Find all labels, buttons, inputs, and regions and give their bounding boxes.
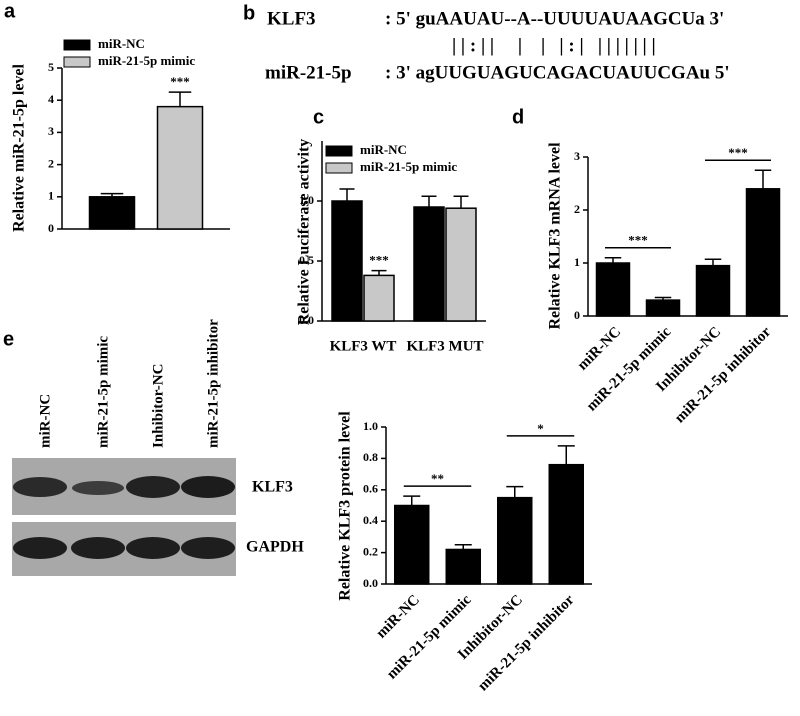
bar	[745, 188, 781, 317]
band	[71, 537, 125, 559]
x-tick-label: miR-21-5p mimic	[584, 324, 675, 415]
significance: ***	[170, 74, 190, 89]
x-tick-label: KLF3 WT	[330, 338, 397, 354]
y-tick-label: 0	[574, 308, 580, 322]
legend-label: miR-NC	[360, 142, 407, 157]
y-axis-label: Relative miR-21-5p level	[11, 63, 28, 232]
error-bar	[453, 195, 469, 209]
error-bar	[604, 256, 622, 263]
significance: ***	[369, 253, 389, 268]
y-tick-label: 3	[574, 149, 580, 163]
error-bar	[168, 91, 192, 107]
seq-name: miR-21-5p	[265, 62, 352, 83]
error-bar	[421, 195, 437, 207]
bar	[445, 548, 481, 585]
blot: miR-NC miR-21-5p mimic Inhibitor-NC miR-…	[12, 319, 304, 576]
y-tick-label: 0.0	[363, 576, 378, 590]
x-tick-label: miR-21-5p inhibitor	[672, 324, 775, 427]
bar	[497, 496, 533, 585]
y-tick-label: 3	[48, 124, 54, 138]
y-tick-label: 0	[48, 221, 54, 235]
x-tick-label: miR-NC	[575, 324, 625, 374]
bar	[645, 299, 681, 317]
significance: *	[537, 421, 544, 436]
seq-name: KLF3	[267, 8, 316, 29]
y-axis-label: Relative KLF3 protein level	[337, 411, 354, 601]
legend-swatch	[325, 145, 353, 157]
sequence: : 3' agUUGUAGUCAGACUAUUCGAu 5'	[385, 62, 730, 83]
lane-label: miR-NC	[37, 394, 53, 448]
band	[13, 477, 67, 497]
error-bar	[371, 269, 387, 276]
error-bar	[654, 296, 672, 301]
y-tick-label: 0.5	[299, 253, 314, 267]
error-bar	[704, 258, 722, 266]
panel-label: c	[313, 106, 324, 128]
y-tick-label: 0.2	[363, 544, 378, 558]
legend-label: miR-21-5p mimic	[360, 159, 457, 174]
x-tick-label: miR-NC	[373, 592, 423, 642]
y-tick-label: 1.0	[363, 419, 378, 433]
error-bar	[506, 485, 524, 498]
y-tick-label: 5	[48, 60, 54, 74]
bar	[445, 207, 477, 322]
significance: **	[431, 471, 444, 486]
band	[181, 537, 235, 559]
pairing: | | : | | | | | : | | | | | | | |	[452, 35, 656, 56]
band-label: KLF3	[252, 479, 293, 496]
bar	[695, 264, 731, 317]
y-tick-label: 2	[574, 202, 580, 216]
band	[126, 537, 180, 559]
y-tick-label: 0.8	[363, 450, 378, 464]
error-bar	[557, 445, 575, 465]
panel-label: a	[4, 0, 16, 22]
legend-swatch	[63, 56, 91, 68]
error-bar	[100, 192, 124, 197]
significance: ***	[728, 145, 748, 160]
x-tick-label: KLF3 MUT	[406, 338, 483, 354]
panel-label: e	[3, 328, 14, 350]
legend-swatch	[325, 162, 353, 174]
band	[126, 476, 180, 498]
band	[181, 476, 235, 498]
band-label: GAPDH	[246, 539, 304, 556]
bar	[394, 504, 430, 585]
band	[72, 481, 124, 495]
legend-label: miR-21-5p mimic	[98, 53, 195, 68]
y-tick-label: 4	[48, 92, 54, 106]
y-tick-label: 0.6	[363, 482, 378, 496]
lane-label: miR-21-5p mimic	[95, 336, 111, 448]
legend-swatch	[63, 39, 91, 51]
x-tick-label: miR-21-5p inhibitor	[475, 592, 578, 695]
bar	[88, 196, 136, 230]
bar	[363, 274, 395, 322]
bar	[156, 105, 204, 230]
band	[13, 537, 67, 559]
y-tick-label: 0.0	[299, 313, 314, 327]
y-tick-label: 1.0	[299, 193, 314, 207]
error-bar	[754, 169, 772, 189]
error-bar	[403, 495, 421, 506]
error-bar	[339, 188, 355, 201]
sequence: : 5' guAAUAU--A--UUUUAUAAGCUa 3'	[385, 8, 724, 29]
y-tick-label: 1	[48, 189, 54, 203]
y-tick-label: 0.4	[363, 513, 378, 527]
panel-label: b	[243, 2, 255, 24]
y-tick-label: 2	[48, 156, 54, 170]
error-bar	[454, 544, 472, 550]
y-axis-label: Relative Luciferase activity	[296, 139, 313, 326]
panel-label: d	[512, 106, 524, 128]
lane-label: Inhibitor-NC	[150, 364, 166, 448]
y-axis-label: Relative KLF3 mRNA level	[547, 142, 564, 330]
lane-label: miR-21-5p inhibitor	[205, 319, 221, 448]
bar	[413, 206, 445, 322]
significance: ***	[628, 233, 648, 248]
legend-label: miR-NC	[98, 36, 145, 51]
bar	[331, 200, 363, 322]
bar	[548, 463, 584, 585]
y-tick-label: 1	[574, 255, 580, 269]
bar	[595, 262, 631, 317]
